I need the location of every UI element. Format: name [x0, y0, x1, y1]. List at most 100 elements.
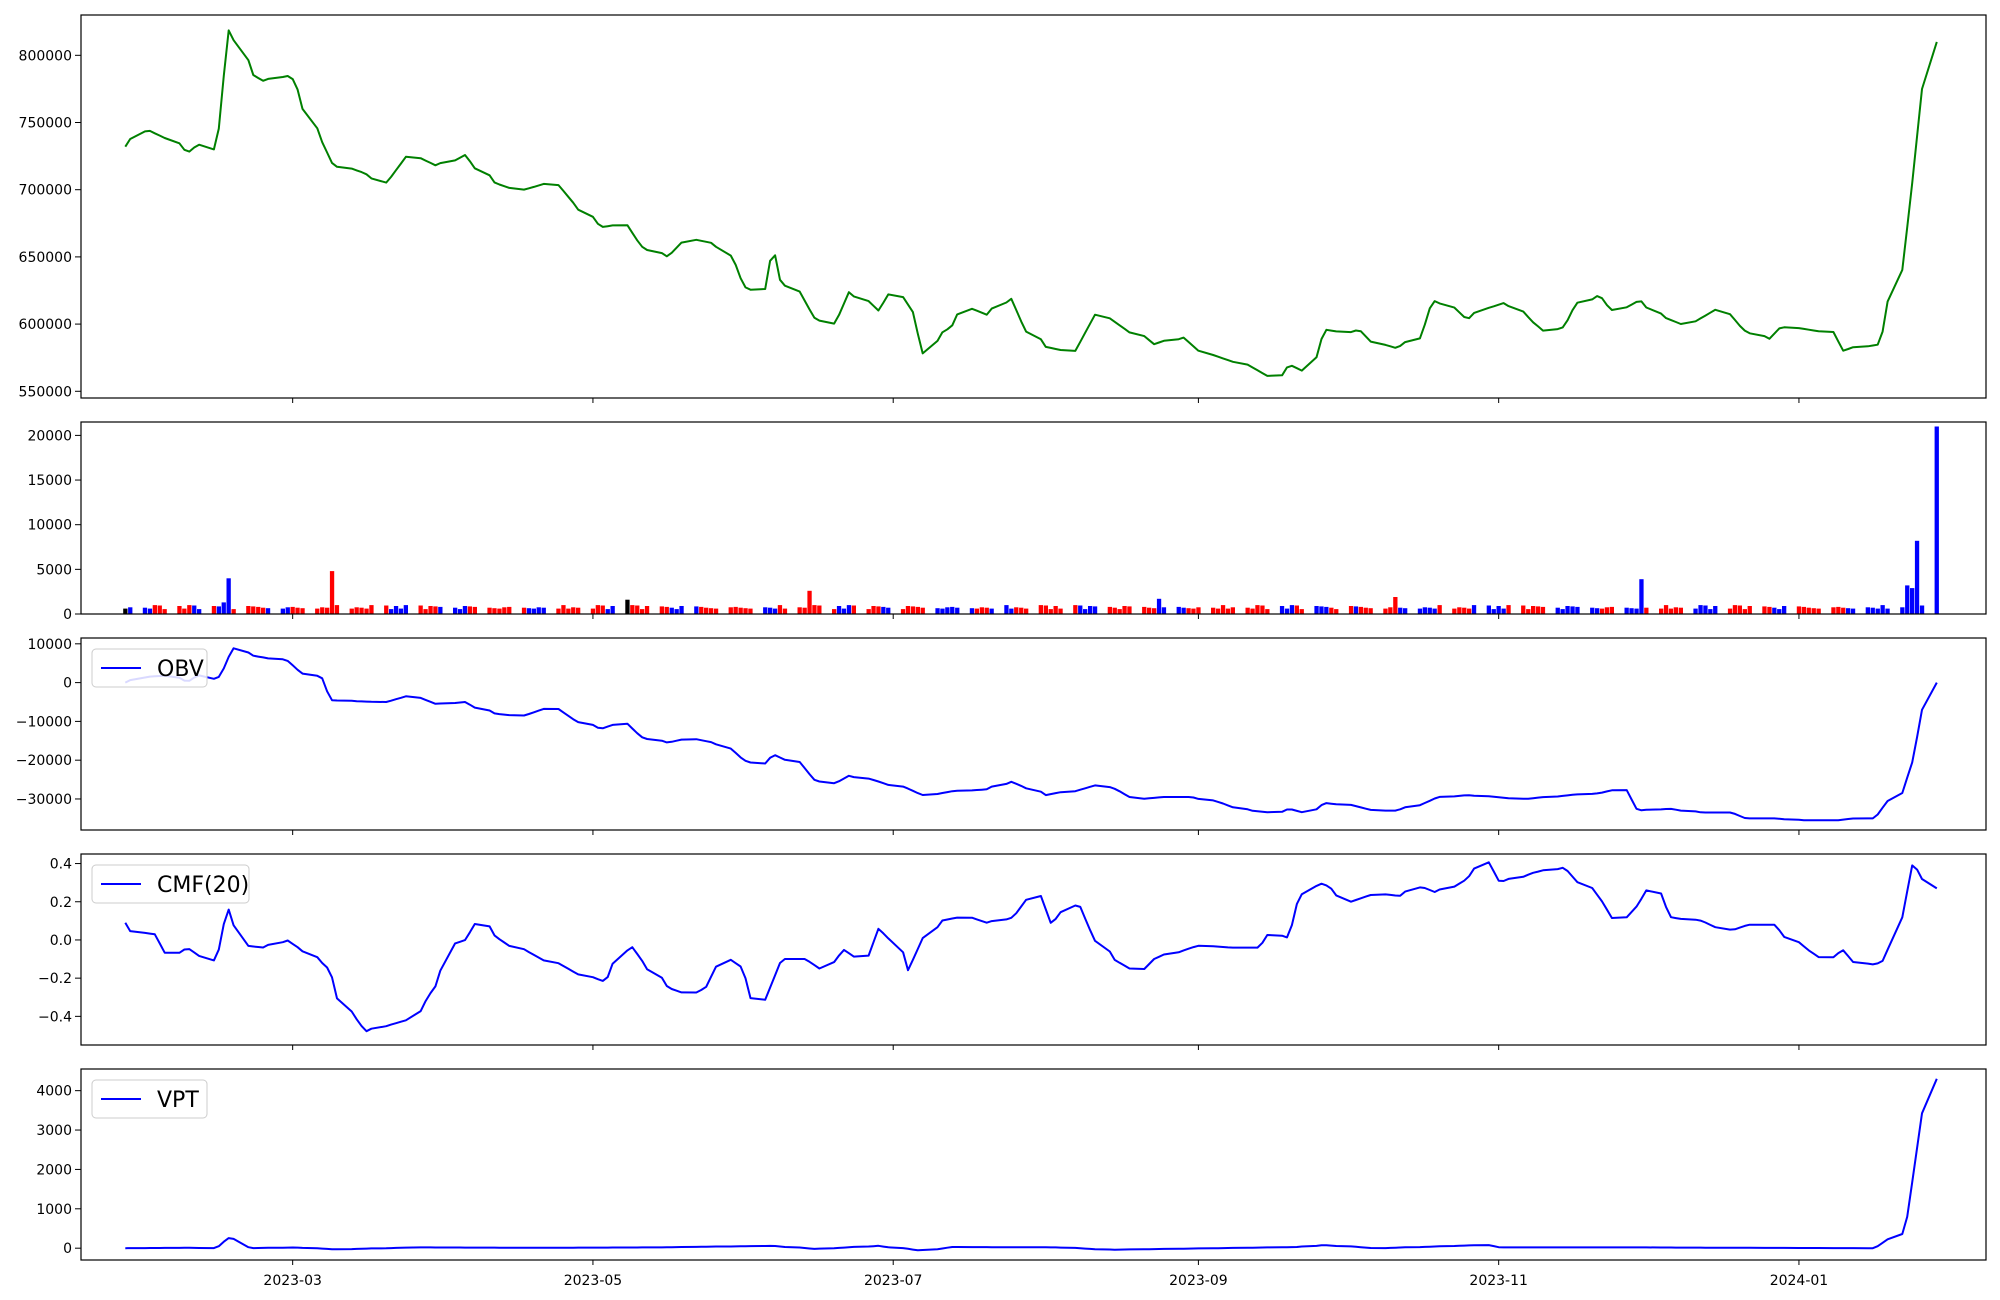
- volume-bar-95: [777, 605, 783, 614]
- volume-bar-106: [851, 605, 856, 614]
- xtick-label-1: 2023-05: [564, 1273, 623, 1289]
- volume-bar-167: [1279, 606, 1285, 614]
- panel-4-legend-box: [91, 1079, 208, 1119]
- volume-bar-20: [261, 607, 266, 614]
- panel-2-legend-box: [91, 648, 208, 688]
- volume-bar-185: [1398, 607, 1403, 614]
- volume-bar-168: [1284, 608, 1290, 614]
- volume-bar-153: [1181, 607, 1186, 614]
- volume-bar-104: [841, 608, 847, 614]
- volume-bar-212: [1590, 607, 1595, 614]
- volume-bar-67: [590, 608, 596, 614]
- volume-bar-231: [1713, 606, 1718, 614]
- volume-bar-44: [428, 606, 433, 614]
- volume-bar-194: [1462, 607, 1467, 614]
- volume-bar-26: [300, 608, 305, 614]
- volume-bar-136: [1058, 608, 1063, 614]
- volume-bar-249: [1841, 607, 1846, 614]
- volume-bar-109: [876, 606, 881, 614]
- volume-bar-182: [1383, 608, 1388, 614]
- volume-bar-145: [1122, 606, 1127, 614]
- volume-bar-250: [1846, 608, 1851, 614]
- volume-bar-232: [1727, 608, 1733, 614]
- volume-bar-13: [216, 606, 221, 614]
- volume-bar-201: [1506, 605, 1511, 614]
- volume-bar-89: [738, 607, 743, 614]
- volume-bar-15: [226, 578, 231, 614]
- panel-4-ytick-label-0: 0: [63, 1241, 72, 1257]
- volume-bar-233: [1732, 605, 1738, 614]
- volume-bar-191: [1437, 605, 1442, 614]
- panel-3-ytick-label-3: 0.2: [50, 895, 72, 911]
- volume-bar-8: [182, 608, 187, 614]
- volume-bar-41: [403, 605, 408, 614]
- volume-bar-85: [708, 608, 714, 614]
- volume-bar-216: [1609, 606, 1614, 614]
- volume-bar-114: [910, 606, 916, 614]
- panel-2-ytick-label-4: 10000: [27, 637, 72, 653]
- panel-3-legend-label: CMF(20): [157, 873, 249, 898]
- panel-1-frame: [80, 421, 1987, 615]
- volume-bar-170: [1294, 605, 1299, 614]
- volume-bar-42: [418, 605, 423, 614]
- panel-1-ytick-label-0: 0: [63, 607, 72, 623]
- volume-bar-173: [1319, 606, 1324, 614]
- panel-0-ytick-label-0: 550000: [19, 384, 72, 400]
- volume-bar-211: [1575, 606, 1580, 614]
- volume-bar-134: [1048, 609, 1053, 614]
- volume-bar-234: [1737, 605, 1742, 614]
- volume-bar-64: [566, 608, 571, 614]
- volume-bar-209: [1565, 606, 1570, 614]
- volume-bar-135: [1053, 606, 1058, 614]
- volume-bar-119: [945, 607, 950, 614]
- volume-bar-205: [1535, 606, 1541, 614]
- volume-bar-154: [1186, 608, 1191, 614]
- volume-bar-139: [1083, 609, 1088, 614]
- volume-bar-162: [1245, 607, 1250, 614]
- volume-bar-93: [768, 607, 773, 614]
- volume-bar-51: [472, 606, 477, 614]
- volume-bar-125: [984, 607, 989, 614]
- volume-bar-132: [1038, 605, 1043, 614]
- volume-bar-4: [152, 605, 157, 614]
- volume-bar-60: [536, 607, 541, 614]
- volume-bar-181: [1368, 608, 1373, 614]
- volume-bar-204: [1531, 606, 1536, 614]
- volume-bar-63: [561, 605, 566, 614]
- volume-bar-199: [1496, 606, 1501, 614]
- volume-bar-73: [630, 605, 635, 614]
- volume-bar-27: [315, 608, 320, 614]
- volume-bar-146: [1127, 606, 1132, 614]
- volume-bar-28: [320, 607, 325, 614]
- volume-bar-224: [1668, 608, 1674, 614]
- panel-1-ytick-label-1: 5000: [36, 562, 72, 578]
- volume-bar-10: [192, 605, 197, 614]
- volume-bar-32: [349, 608, 354, 614]
- volume-bar-58: [526, 608, 532, 614]
- volume-bar-31: [334, 605, 340, 614]
- volume-bar-43: [423, 609, 428, 614]
- volume-bar-45: [433, 606, 438, 614]
- volume-bar-247: [1831, 607, 1836, 614]
- volume-bar-248: [1836, 606, 1841, 614]
- volume-bar-155: [1191, 608, 1196, 614]
- volume-bar-221: [1644, 607, 1649, 614]
- panel-1-ytick-label-2: 10000: [27, 518, 72, 534]
- panel-2-ytick-label-2: −10000: [16, 714, 72, 730]
- panel-2-ytick-label-0: −30000: [16, 792, 72, 808]
- panel-2-legend-label: OBV: [157, 657, 204, 682]
- volume-bar-92: [763, 607, 768, 614]
- volume-bar-116: [920, 607, 925, 614]
- volume-bar-52: [487, 607, 492, 614]
- volume-bar-184: [1393, 597, 1398, 614]
- volume-bar-101: [817, 605, 822, 614]
- volume-bar-150: [1156, 598, 1162, 614]
- volume-bar-238: [1767, 606, 1772, 614]
- volume-bar-75: [640, 609, 645, 614]
- volume-bar-220: [1639, 579, 1644, 614]
- volume-bar-86: [713, 608, 719, 614]
- volume-bar-30: [329, 571, 335, 614]
- panel-2-ytick-label-3: 0: [63, 676, 72, 692]
- volume-bar-176: [1334, 609, 1339, 614]
- panel-0-ytick-label-1: 600000: [19, 317, 72, 333]
